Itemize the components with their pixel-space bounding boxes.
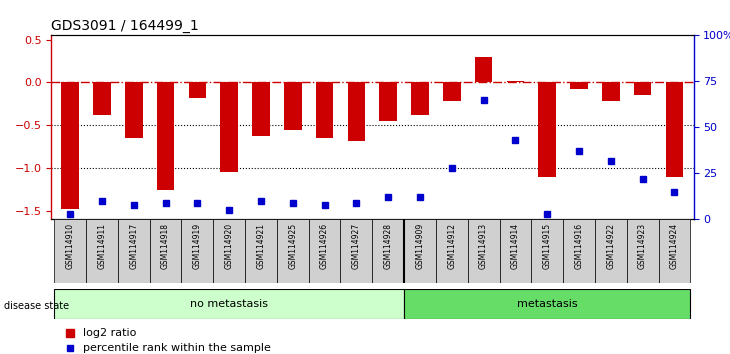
- Bar: [634, 82, 651, 95]
- Text: GSM114921: GSM114921: [256, 223, 266, 269]
- FancyBboxPatch shape: [86, 219, 118, 283]
- Text: GSM114915: GSM114915: [542, 223, 552, 269]
- FancyBboxPatch shape: [595, 219, 627, 283]
- Bar: [61, 82, 79, 209]
- Text: GSM114923: GSM114923: [638, 223, 647, 269]
- FancyBboxPatch shape: [340, 219, 372, 283]
- FancyBboxPatch shape: [372, 219, 404, 283]
- Text: GSM114916: GSM114916: [575, 223, 583, 269]
- Text: GSM114925: GSM114925: [288, 223, 297, 269]
- FancyBboxPatch shape: [245, 219, 277, 283]
- FancyBboxPatch shape: [436, 219, 468, 283]
- FancyBboxPatch shape: [150, 219, 182, 283]
- Text: disease state: disease state: [4, 301, 69, 311]
- Bar: [602, 82, 620, 101]
- Bar: [220, 82, 238, 172]
- FancyBboxPatch shape: [468, 219, 499, 283]
- Text: log2 ratio: log2 ratio: [83, 328, 137, 338]
- Text: GSM114920: GSM114920: [225, 223, 234, 269]
- Bar: [666, 82, 683, 177]
- Text: GSM114911: GSM114911: [98, 223, 107, 269]
- Bar: [380, 82, 397, 121]
- Bar: [316, 82, 334, 138]
- Bar: [570, 82, 588, 89]
- Bar: [411, 82, 429, 115]
- Bar: [284, 82, 301, 130]
- Text: GSM114913: GSM114913: [479, 223, 488, 269]
- Text: GSM114928: GSM114928: [384, 223, 393, 269]
- Text: GSM114924: GSM114924: [670, 223, 679, 269]
- FancyBboxPatch shape: [309, 219, 340, 283]
- Bar: [188, 82, 206, 98]
- Text: GSM114914: GSM114914: [511, 223, 520, 269]
- Bar: [443, 82, 461, 101]
- FancyBboxPatch shape: [563, 219, 595, 283]
- Text: GDS3091 / 164499_1: GDS3091 / 164499_1: [51, 19, 199, 33]
- Bar: [474, 57, 492, 82]
- Bar: [253, 82, 270, 136]
- Bar: [539, 82, 556, 177]
- FancyBboxPatch shape: [213, 219, 245, 283]
- Text: GSM114922: GSM114922: [607, 223, 615, 269]
- Text: GSM114919: GSM114919: [193, 223, 202, 269]
- Bar: [93, 82, 111, 115]
- FancyBboxPatch shape: [118, 219, 150, 283]
- Bar: [347, 82, 365, 141]
- FancyBboxPatch shape: [499, 219, 531, 283]
- FancyBboxPatch shape: [54, 289, 404, 319]
- Text: percentile rank within the sample: percentile rank within the sample: [83, 343, 271, 353]
- Text: metastasis: metastasis: [517, 298, 577, 309]
- Bar: [157, 82, 174, 189]
- Text: no metastasis: no metastasis: [191, 298, 268, 309]
- FancyBboxPatch shape: [182, 219, 213, 283]
- Bar: [507, 81, 524, 82]
- FancyBboxPatch shape: [627, 219, 658, 283]
- Text: GSM114910: GSM114910: [66, 223, 74, 269]
- FancyBboxPatch shape: [277, 219, 309, 283]
- Text: GSM114912: GSM114912: [447, 223, 456, 269]
- Text: GSM114917: GSM114917: [129, 223, 138, 269]
- Text: GSM114918: GSM114918: [161, 223, 170, 269]
- Text: GSM114926: GSM114926: [320, 223, 329, 269]
- FancyBboxPatch shape: [54, 219, 86, 283]
- Text: GSM114909: GSM114909: [415, 223, 425, 269]
- FancyBboxPatch shape: [531, 219, 563, 283]
- FancyBboxPatch shape: [404, 219, 436, 283]
- FancyBboxPatch shape: [658, 219, 691, 283]
- Bar: [125, 82, 142, 138]
- Text: GSM114927: GSM114927: [352, 223, 361, 269]
- FancyBboxPatch shape: [404, 289, 691, 319]
